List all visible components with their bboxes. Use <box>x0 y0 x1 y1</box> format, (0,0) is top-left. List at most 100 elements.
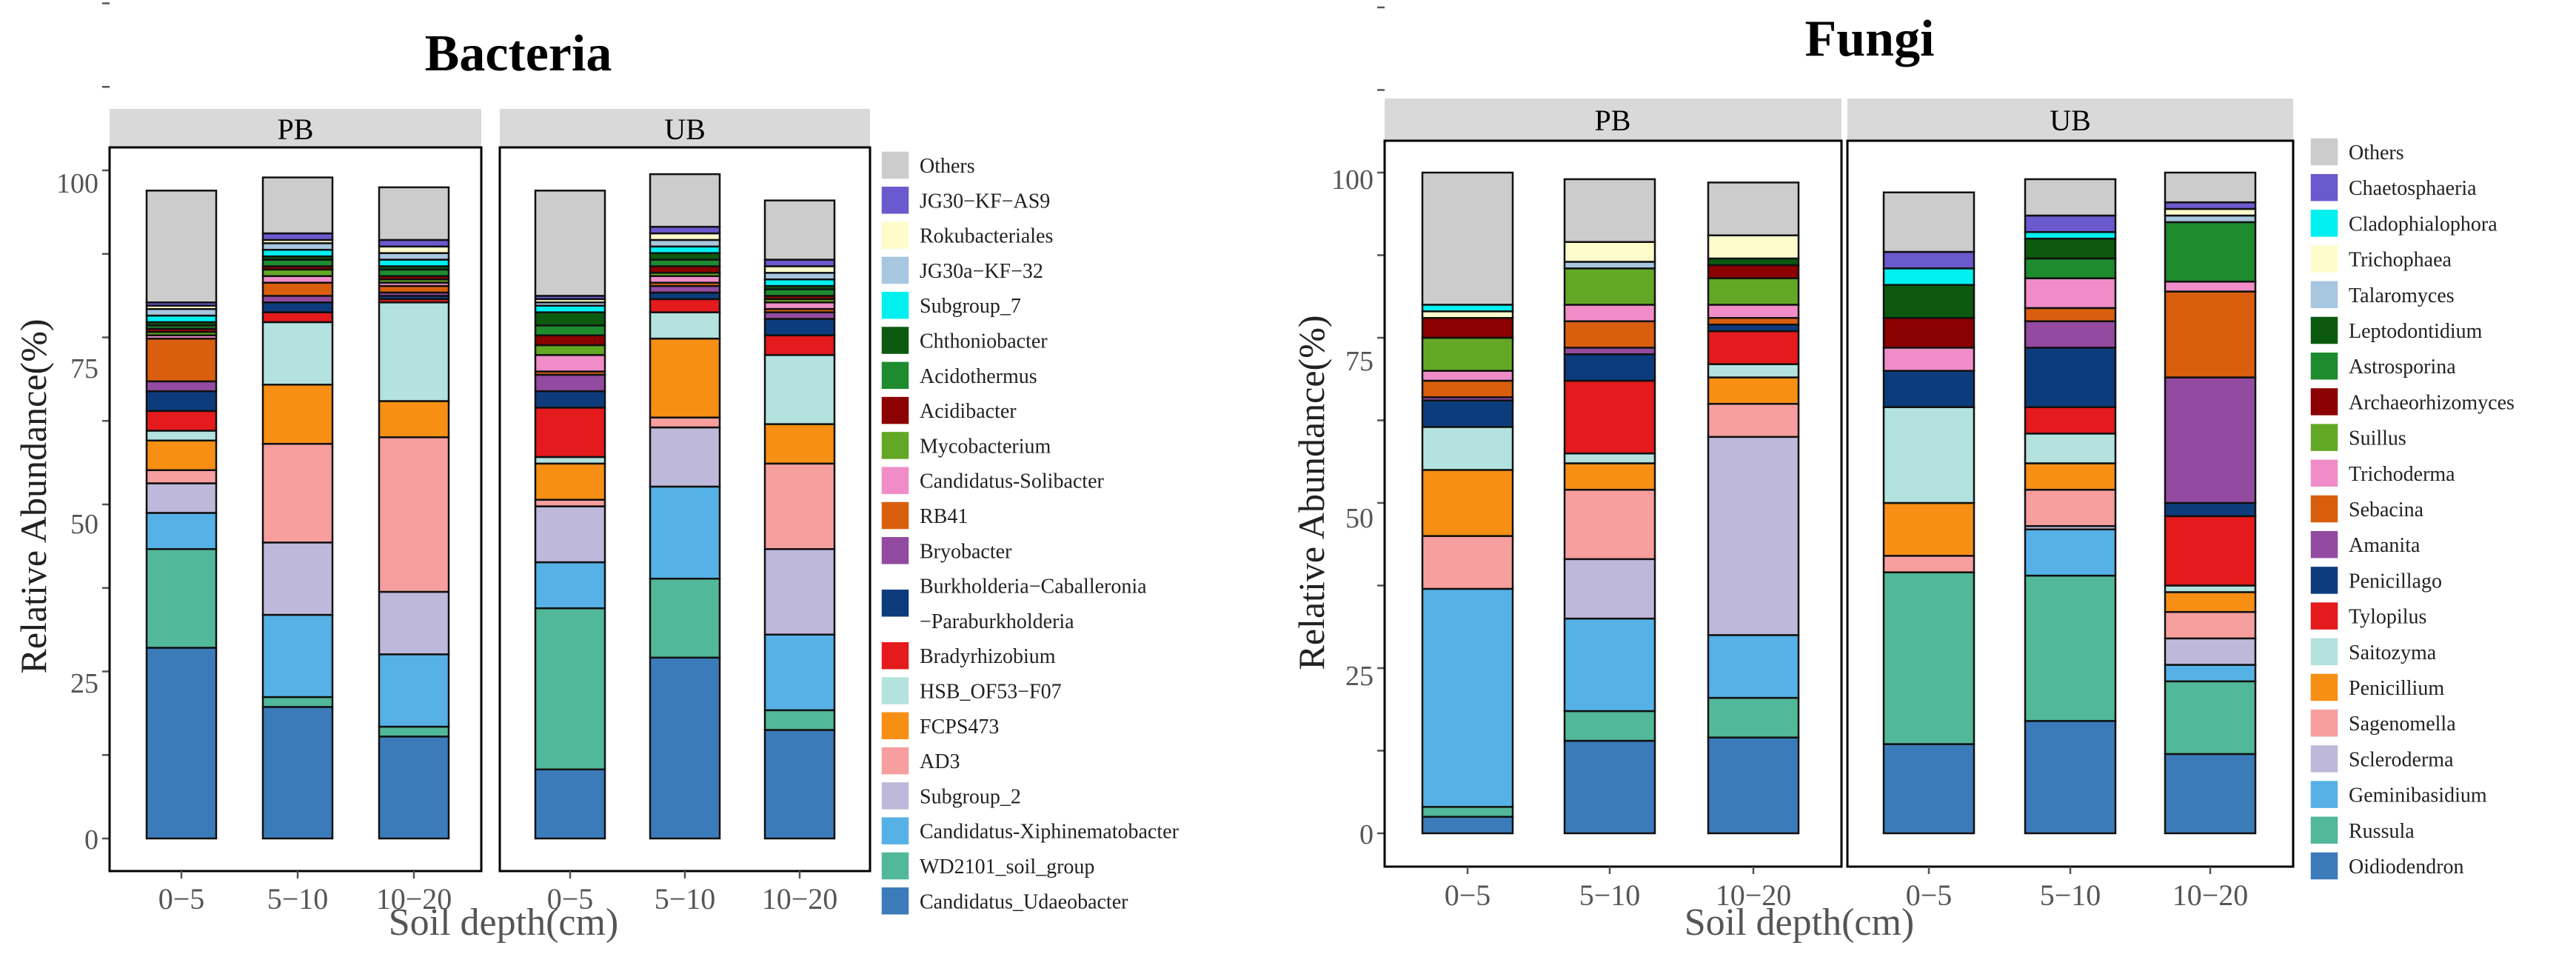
bacteria-panel-strip-ub <box>500 109 870 147</box>
fungi-bar-ub-5-10-oidiodendron <box>2024 720 2117 835</box>
fungi-legend-label: Suillus <box>2349 427 2406 450</box>
fungi-legend-swatch-archaeorhizomyces <box>2309 387 2339 417</box>
fungi-bar-ub-5-10-russula <box>2024 574 2117 722</box>
bacteria-bar-ub-10-20-wd2101-soil-group <box>763 709 836 731</box>
fungi-legend-label: Penicillium <box>2349 677 2444 700</box>
fungi-x-tick-label: 10−20 <box>2172 878 2249 912</box>
bacteria-bar-ub-0-5-candidatus-solibacter <box>534 354 606 373</box>
fungi-bar-ub-5-10-cladophialophora <box>2024 231 2117 240</box>
fungi-bar-pb-0-5-suillus <box>1421 336 1514 372</box>
fungi-legend-label: Archaeorhizomyces <box>2349 391 2515 414</box>
bacteria-bar-pb-10-20-rb41 <box>378 284 450 294</box>
bacteria-bar-ub-0-5-acidothermus <box>534 324 606 336</box>
bacteria-y-axis-label: Relative Abundance(%) <box>13 319 54 674</box>
bacteria-legend-swatch-others <box>880 150 910 180</box>
bacteria-bar-pb-5-10-subgroup-2 <box>261 541 334 616</box>
bacteria-bar-ub-10-20-candidatus-udaeobacter <box>763 729 836 840</box>
fungi-bar-ub-10-20-sagenomella <box>2164 610 2257 640</box>
bacteria-legend-swatch-subgroup-7 <box>880 290 910 320</box>
fungi-bar-pb-10-20-saitozyma <box>1707 363 1800 379</box>
bacteria-x-tick-label: 0−5 <box>547 882 594 916</box>
fungi-legend-swatch-penicillium <box>2309 673 2339 702</box>
bacteria-bar-pb-5-10-jg30a-kf-32 <box>261 242 334 251</box>
bacteria-legend-swatch-jg30a-kf-32 <box>880 256 910 285</box>
fungi-bar-pb-0-5-trichoderma <box>1421 370 1514 382</box>
bacteria-bar-ub-0-5-mycobacterium <box>534 344 606 356</box>
bacteria-panel-frame-pb <box>108 146 483 873</box>
bacteria-bar-pb-0-5-others <box>145 190 218 304</box>
fungi-pb-bars <box>1421 171 1800 835</box>
bacteria-bar-ub-5-10-jg30a-kf-32 <box>649 239 721 248</box>
fungi-bar-pb-10-20-suillus <box>1707 277 1800 306</box>
bacteria-panel-label-ub: UB <box>664 113 706 146</box>
bacteria-legend-swatch-mycobacterium <box>880 430 910 461</box>
fungi-bar-pb-0-5-others <box>1421 171 1514 306</box>
bacteria-legend-label: Subgroup_7 <box>920 295 1021 318</box>
fungi-bar-ub-10-20-sebacina <box>2164 290 2257 379</box>
bacteria-bar-pb-0-5-fcps473 <box>145 439 218 471</box>
fungi-bar-pb-5-10-saitozyma <box>1563 452 1656 464</box>
bacteria-legend-swatch-chthoniobacter <box>880 325 910 356</box>
bacteria-bar-ub-5-10-hsb-of53-f07 <box>649 311 721 340</box>
bacteria-bar-pb-5-10-candidatus-udaeobacter <box>261 706 334 840</box>
bacteria-chart: Bacteria Relative Abundance(%) Soil dept… <box>13 2 1180 944</box>
bacteria-bar-ub-10-20-bradyrhizobium <box>763 334 836 356</box>
fungi-bar-pb-10-20-geminibasidium <box>1707 634 1800 699</box>
fungi-legend-swatch-suillus <box>2309 422 2339 453</box>
bacteria-bar-pb-0-5-burkholderia-caballeronia-paraburkholderia <box>145 390 218 413</box>
fungi-legend-label: Oidiodendron <box>2349 856 2464 878</box>
fungi-bar-pb-5-10-others <box>1563 178 1656 243</box>
bacteria-bar-ub-5-10-candidatus-xiphinematobacter <box>649 485 721 580</box>
bacteria-legend-label: Acidibacter <box>920 400 1017 423</box>
bacteria-bar-ub-5-10-burkholderia-caballeronia-paraburkholderia <box>649 291 721 301</box>
fungi-legend-swatch-trichoderma <box>2309 459 2339 488</box>
bacteria-bar-ub-5-10-acidibacter <box>649 265 721 274</box>
fungi-y-tick-label: 75 <box>1345 346 1374 377</box>
fungi-bar-pb-5-10-penicillium <box>1563 462 1656 491</box>
fungi-bar-pb-5-10-amanita <box>1563 347 1656 356</box>
fungi-x-tick-label: 5−10 <box>1579 878 1641 912</box>
bacteria-legend-label: JG30a−KF−32 <box>920 260 1043 283</box>
fungi-bar-pb-5-10-sagenomella <box>1563 488 1656 561</box>
bacteria-bar-ub-0-5-candidatus-udaeobacter <box>534 768 606 840</box>
fungi-bar-pb-10-20-penicillago <box>1707 323 1800 333</box>
bacteria-bar-pb-10-20-hsb-of53-f07 <box>378 301 450 402</box>
fungi-legend-label: Geminibasidium <box>2349 784 2487 807</box>
bacteria-bar-ub-0-5-burkholderia-caballeronia-paraburkholderia <box>534 390 606 409</box>
fungi-y-tick-label: 50 <box>1345 503 1374 534</box>
fungi-legend-label: Amanita <box>2349 534 2421 557</box>
fungi-bar-ub-10-20-oidiodendron <box>2164 753 2257 835</box>
bacteria-bar-ub-10-20-subgroup-7 <box>763 278 836 287</box>
fungi-legend-swatch-oidiodendron <box>2309 851 2339 881</box>
bacteria-x-tick-label: 5−10 <box>267 882 329 916</box>
fungi-bar-ub-5-10-sebacina <box>2024 307 2117 322</box>
bacteria-legend-label: Rokubacteriales <box>920 225 1053 248</box>
fungi-bar-ub-0-5-chaetosphaeria <box>1882 250 1976 270</box>
fungi-bar-ub-0-5-cladophialophora <box>1882 267 1976 286</box>
bacteria-legend-swatch-fcps473 <box>880 711 910 741</box>
bacteria-legend-swatch-bradyrhizobium <box>880 641 910 670</box>
bacteria-bar-pb-0-5-subgroup-7 <box>145 314 218 324</box>
fungi-bar-pb-5-10-penicillago <box>1563 353 1656 382</box>
fungi-x-axis: 0−5 5−10 10−20 0−5 5−10 10−20 <box>1445 867 2249 912</box>
bacteria-legend-label: Mycobacterium <box>920 435 1051 458</box>
bacteria-bar-ub-5-10-others <box>649 173 721 228</box>
fungi-bar-ub-10-20-astrosporina <box>2164 221 2257 283</box>
bacteria-legend-label: Bryobacter <box>920 540 1012 563</box>
fungi-y-axis-label: Relative Abundance(%) <box>1291 316 1332 670</box>
fungi-bar-ub-10-20-penicillago <box>2164 501 2257 518</box>
fungi-legend-label: Trichophaea <box>2349 249 2452 272</box>
fungi-panel-label-pb: PB <box>1595 104 1631 137</box>
bacteria-bar-ub-0-5-ad3 <box>534 498 606 507</box>
fungi-y-tick-label: 0 <box>1359 819 1374 850</box>
fungi-legend-swatch-talaromyces <box>2309 280 2339 310</box>
fungi-bar-pb-5-10-sebacina <box>1563 320 1656 349</box>
fungi-bar-ub-5-10-astrosporina <box>2024 257 2117 279</box>
fungi-legend-label: Astrosporina <box>2349 356 2456 379</box>
fungi-legend-swatch-leptodontidium <box>2309 316 2339 345</box>
bacteria-bar-ub-5-10-candidatus-solibacter <box>649 275 721 284</box>
fungi-bar-pb-10-20-penicillium <box>1707 376 1800 405</box>
fungi-legend-swatch-tylopilus <box>2309 601 2339 631</box>
fungi-bar-ub-10-20-penicillium <box>2164 591 2257 613</box>
fungi-bar-ub-5-10-penicillium <box>2024 462 2117 491</box>
